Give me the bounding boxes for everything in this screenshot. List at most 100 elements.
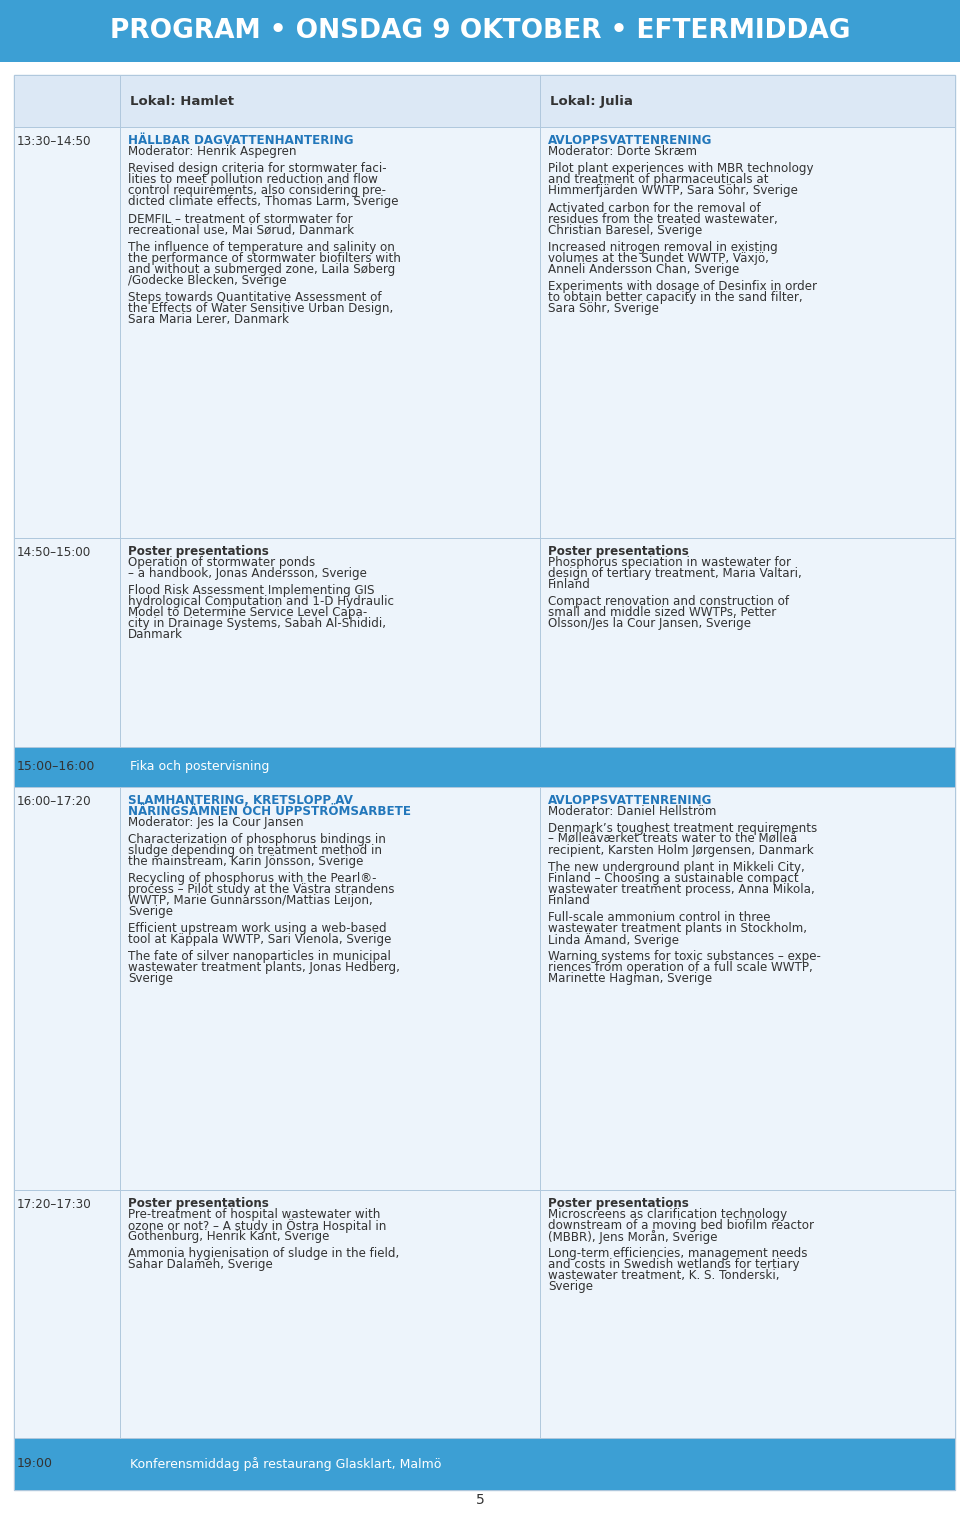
Text: Full-scale ammonium control in three: Full-scale ammonium control in three <box>548 912 771 924</box>
Text: Marinette Hagman, Sverige: Marinette Hagman, Sverige <box>548 973 712 985</box>
Text: Compact renovation and construction of: Compact renovation and construction of <box>548 595 789 607</box>
Text: Operation of stormwater ponds: Operation of stormwater ponds <box>128 556 315 569</box>
Text: Denmark’s toughest treatment requirements: Denmark’s toughest treatment requirement… <box>548 822 817 834</box>
Text: Sverige: Sverige <box>128 973 173 985</box>
Text: Pilot plant experiences with MBR technology: Pilot plant experiences with MBR technol… <box>548 163 813 175</box>
Text: wastewater treatment plants in Stockholm,: wastewater treatment plants in Stockholm… <box>548 922 807 935</box>
Text: 19:00: 19:00 <box>17 1458 53 1470</box>
Text: Lokal: Hamlet: Lokal: Hamlet <box>130 94 234 108</box>
Bar <box>14 75 955 128</box>
Bar <box>14 747 955 787</box>
Text: Olsson/Jes la Cour Jansen, Sverige: Olsson/Jes la Cour Jansen, Sverige <box>548 616 751 630</box>
Text: downstream of a moving bed biofilm reactor: downstream of a moving bed biofilm react… <box>548 1219 814 1231</box>
Text: process – Pilot study at the Västra strandens: process – Pilot study at the Västra stra… <box>128 883 395 896</box>
Text: Pre-treatment of hospital wastewater with: Pre-treatment of hospital wastewater wit… <box>128 1208 380 1221</box>
Text: Ammonia hygienisation of sludge in the field,: Ammonia hygienisation of sludge in the f… <box>128 1247 399 1260</box>
Text: PROGRAM • ONSDAG 9 OKTOBER • EFTERMIDDAG: PROGRAM • ONSDAG 9 OKTOBER • EFTERMIDDAG <box>109 18 851 44</box>
Text: NÄRINGSÄMNEN OCH UPPSTRÖMSARBETE: NÄRINGSÄMNEN OCH UPPSTRÖMSARBETE <box>128 805 411 817</box>
Text: Finland: Finland <box>548 578 590 591</box>
Text: sludge depending on treatment method in: sludge depending on treatment method in <box>128 843 382 857</box>
Text: Activated carbon for the removal of: Activated carbon for the removal of <box>548 201 760 215</box>
Text: small and middle sized WWTPs, Petter: small and middle sized WWTPs, Petter <box>548 606 777 619</box>
Text: Moderator: Jes la Cour Jansen: Moderator: Jes la Cour Jansen <box>128 816 303 829</box>
Text: Konferensmiddag på restaurang Glasklart, Malmö: Konferensmiddag på restaurang Glasklart,… <box>130 1457 442 1470</box>
Text: wastewater treatment process, Anna Mikola,: wastewater treatment process, Anna Mikol… <box>548 883 815 896</box>
Text: The influence of temperature and salinity on: The influence of temperature and salinit… <box>128 240 395 254</box>
Bar <box>14 787 955 1190</box>
Text: design of tertiary treatment, Maria Valtari,: design of tertiary treatment, Maria Valt… <box>548 566 802 580</box>
Bar <box>14 537 955 747</box>
Text: Poster presentations: Poster presentations <box>548 545 689 557</box>
Text: The new underground plant in Mikkeli City,: The new underground plant in Mikkeli Cit… <box>548 861 804 874</box>
Text: volumes at the Sundet WWTP, Växjö,: volumes at the Sundet WWTP, Växjö, <box>548 251 769 265</box>
Text: Sverige: Sverige <box>128 906 173 918</box>
Text: residues from the treated wastewater,: residues from the treated wastewater, <box>548 213 778 225</box>
Text: Model to Determine Service Level Capa-: Model to Determine Service Level Capa- <box>128 606 368 619</box>
Text: Sara Söhr, Sverige: Sara Söhr, Sverige <box>548 301 659 315</box>
Text: ozone or not? – A study in Östra Hospital in: ozone or not? – A study in Östra Hospita… <box>128 1219 386 1233</box>
Text: 14:50–15:00: 14:50–15:00 <box>17 546 91 559</box>
Text: Phosphorus speciation in wastewater for: Phosphorus speciation in wastewater for <box>548 556 791 569</box>
Text: Christian Baresel, Sverige: Christian Baresel, Sverige <box>548 224 703 236</box>
Text: 17:20–17:30: 17:20–17:30 <box>17 1198 92 1212</box>
Text: Steps towards Quantitative Assessment of: Steps towards Quantitative Assessment of <box>128 291 382 304</box>
Text: Gothenburg, Henrik Kant, Sverige: Gothenburg, Henrik Kant, Sverige <box>128 1230 329 1243</box>
Text: DEMFIL – treatment of stormwater for: DEMFIL – treatment of stormwater for <box>128 213 352 225</box>
Text: city in Drainage Systems, Sabah Al-Shididi,: city in Drainage Systems, Sabah Al-Shidi… <box>128 616 386 630</box>
Text: to obtain better capacity in the sand filter,: to obtain better capacity in the sand fi… <box>548 291 803 304</box>
Text: control requirements, also considering pre-: control requirements, also considering p… <box>128 184 386 198</box>
Text: – Mølleåværket treats water to the Mølleå: – Mølleåværket treats water to the Mølle… <box>548 833 797 846</box>
Text: the performance of stormwater biofilters with: the performance of stormwater biofilters… <box>128 251 401 265</box>
Text: Long-term efficiencies, management needs: Long-term efficiencies, management needs <box>548 1247 807 1260</box>
Text: the Effects of Water Sensitive Urban Design,: the Effects of Water Sensitive Urban Des… <box>128 301 394 315</box>
Text: Linda Ämand, Sverige: Linda Ämand, Sverige <box>548 933 679 947</box>
Text: wastewater treatment, K. S. Tonderski,: wastewater treatment, K. S. Tonderski, <box>548 1269 780 1282</box>
Text: the mainstream, Karin Jönsson, Sverige: the mainstream, Karin Jönsson, Sverige <box>128 855 364 868</box>
Text: Lokal: Julia: Lokal: Julia <box>550 94 633 108</box>
Text: Warning systems for toxic substances – expe-: Warning systems for toxic substances – e… <box>548 950 821 963</box>
Text: Moderator: Dorte Skræm: Moderator: Dorte Skræm <box>548 146 697 158</box>
Text: Recycling of phosphorus with the Pearl®-: Recycling of phosphorus with the Pearl®- <box>128 872 376 884</box>
Text: Poster presentations: Poster presentations <box>548 1196 689 1210</box>
Text: Anneli Andersson Chan, Sverige: Anneli Andersson Chan, Sverige <box>548 263 739 275</box>
Text: Finland – Choosing a sustainable compact: Finland – Choosing a sustainable compact <box>548 872 799 884</box>
Text: 13:30–14:50: 13:30–14:50 <box>17 135 91 148</box>
Text: and treatment of pharmaceuticals at: and treatment of pharmaceuticals at <box>548 174 769 186</box>
Text: and without a submerged zone, Laila Søberg: and without a submerged zone, Laila Søbe… <box>128 263 396 275</box>
Bar <box>14 1438 955 1490</box>
Text: Microscreens as clarification technology: Microscreens as clarification technology <box>548 1208 787 1221</box>
Text: Danmark: Danmark <box>128 627 183 641</box>
Text: /Godecke Blecken, Sverige: /Godecke Blecken, Sverige <box>128 274 287 286</box>
Bar <box>0 0 960 62</box>
Text: riences from operation of a full scale WWTP,: riences from operation of a full scale W… <box>548 960 813 974</box>
Text: SLAMHANTERING, KRETSLOPP AV: SLAMHANTERING, KRETSLOPP AV <box>128 794 353 807</box>
Text: recreational use, Mai Sørud, Danmark: recreational use, Mai Sørud, Danmark <box>128 224 354 236</box>
Text: Finland: Finland <box>548 893 590 907</box>
Text: Himmerfjärden WWTP, Sara Söhr, Sverige: Himmerfjärden WWTP, Sara Söhr, Sverige <box>548 184 798 198</box>
Text: AVLOPPSVATTENRENING: AVLOPPSVATTENRENING <box>548 134 712 148</box>
Text: recipient, Karsten Holm Jørgensen, Danmark: recipient, Karsten Holm Jørgensen, Danma… <box>548 843 814 857</box>
Text: The fate of silver nanoparticles in municipal: The fate of silver nanoparticles in muni… <box>128 950 391 963</box>
Text: Experiments with dosage of Desinfix in order: Experiments with dosage of Desinfix in o… <box>548 280 817 292</box>
Text: Sverige: Sverige <box>548 1280 593 1294</box>
Text: Poster presentations: Poster presentations <box>128 1196 269 1210</box>
Text: HÄLLBAR DAGVATTENHANTERING: HÄLLBAR DAGVATTENHANTERING <box>128 134 353 148</box>
Text: 16:00–17:20: 16:00–17:20 <box>17 794 91 808</box>
Text: dicted climate effects, Thomas Larm, Sverige: dicted climate effects, Thomas Larm, Sve… <box>128 195 398 209</box>
Text: Sara Maria Lerer, Danmark: Sara Maria Lerer, Danmark <box>128 312 289 326</box>
Bar <box>14 128 955 537</box>
Text: hydrological Computation and 1-D Hydraulic: hydrological Computation and 1-D Hydraul… <box>128 595 394 607</box>
Text: lities to meet pollution reduction and flow: lities to meet pollution reduction and f… <box>128 174 378 186</box>
Text: – a handbook, Jonas Andersson, Sverige: – a handbook, Jonas Andersson, Sverige <box>128 566 367 580</box>
Text: Flood Risk Assessment Implementing GIS: Flood Risk Assessment Implementing GIS <box>128 584 374 597</box>
Text: Sahar Dalameh, Sverige: Sahar Dalameh, Sverige <box>128 1259 273 1271</box>
Text: Increased nitrogen removal in existing: Increased nitrogen removal in existing <box>548 240 778 254</box>
Text: Fika och postervisning: Fika och postervisning <box>130 761 270 773</box>
Text: Moderator: Henrik Aspegren: Moderator: Henrik Aspegren <box>128 146 297 158</box>
Text: 15:00–16:00: 15:00–16:00 <box>17 761 95 773</box>
Text: (MBBR), Jens Morån, Sverige: (MBBR), Jens Morån, Sverige <box>548 1230 717 1243</box>
Text: and costs in Swedish wetlands for tertiary: and costs in Swedish wetlands for tertia… <box>548 1259 800 1271</box>
Text: Poster presentations: Poster presentations <box>128 545 269 557</box>
Text: wastewater treatment plants, Jonas Hedberg,: wastewater treatment plants, Jonas Hedbe… <box>128 960 400 974</box>
Text: AVLOPPSVATTENRENING: AVLOPPSVATTENRENING <box>548 794 712 807</box>
